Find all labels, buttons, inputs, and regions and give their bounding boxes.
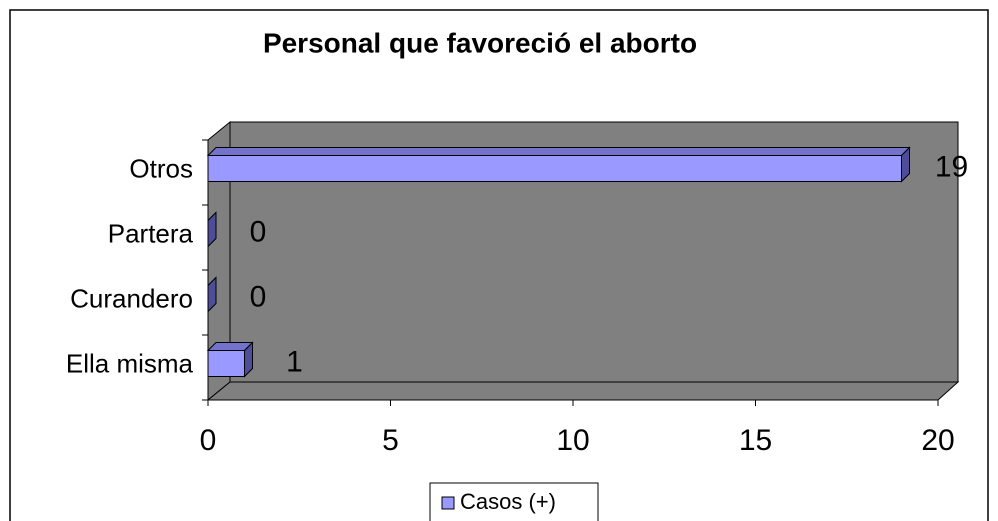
value-label: 0 bbox=[250, 215, 267, 248]
bar-side bbox=[207, 211, 217, 248]
value-label: 1 bbox=[286, 345, 303, 378]
floor bbox=[206, 381, 960, 401]
bar-side bbox=[207, 276, 217, 313]
y-tick-label: Partera bbox=[108, 218, 194, 248]
y-tick-label: Curandero bbox=[70, 283, 193, 313]
value-label: 19 bbox=[935, 150, 968, 183]
y-tick-label: Otros bbox=[129, 153, 193, 183]
value-label: 0 bbox=[250, 280, 267, 313]
legend: Casos (+) bbox=[429, 482, 599, 521]
category-ticks bbox=[202, 139, 208, 401]
x-tick-label: 5 bbox=[382, 424, 399, 457]
chart-title: Personal que favoreció el aborto bbox=[263, 27, 697, 58]
bar bbox=[207, 350, 245, 377]
bar-top bbox=[206, 147, 911, 156]
bar-side bbox=[244, 341, 253, 378]
x-tick-label: 15 bbox=[739, 424, 772, 457]
x-tick-label: 10 bbox=[556, 424, 589, 457]
bar-side bbox=[901, 146, 910, 183]
x-tick-label: 0 bbox=[200, 424, 217, 457]
legend-swatch bbox=[441, 496, 455, 510]
legend-box bbox=[429, 482, 599, 521]
legend-label: Casos (+) bbox=[460, 489, 556, 514]
y-tick-label: Ella misma bbox=[66, 348, 194, 378]
x-tick-label: 20 bbox=[921, 424, 954, 457]
bar bbox=[207, 155, 902, 182]
